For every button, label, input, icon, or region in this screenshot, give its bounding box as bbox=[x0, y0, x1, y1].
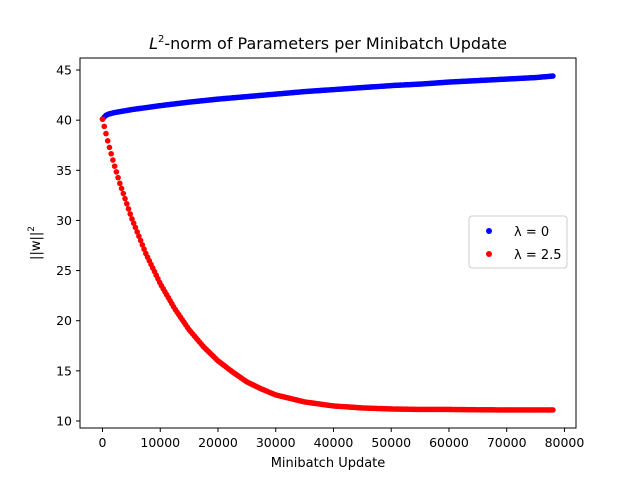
legend-marker-lambda-2-5 bbox=[486, 251, 492, 257]
plot-area bbox=[99, 73, 556, 413]
scatter-point bbox=[115, 174, 121, 181]
scatter-point bbox=[122, 195, 128, 202]
x-axis: 0 10000 20000 30000 40000 50000 60000 70000 8000… bbox=[99, 428, 585, 450]
scatter-point bbox=[550, 407, 556, 413]
legend-label-lambda-0: λ = 0 bbox=[514, 225, 549, 240]
y-tick-label: 25 bbox=[56, 263, 72, 278]
x-tick-label: 30000 bbox=[256, 435, 296, 450]
scatter-point bbox=[141, 246, 147, 252]
scatter-point bbox=[108, 150, 114, 157]
series-lambda-0 bbox=[99, 73, 556, 122]
x-tick-label: 70000 bbox=[487, 435, 527, 450]
scatter-point bbox=[130, 220, 137, 227]
y-tick-label: 20 bbox=[56, 313, 72, 328]
legend-marker-lambda-0 bbox=[486, 228, 492, 234]
scatter-point bbox=[118, 185, 125, 192]
legend-label-lambda-2-5: λ = 2.5 bbox=[514, 248, 562, 263]
scatter-point bbox=[104, 138, 111, 144]
scatter-point bbox=[129, 216, 135, 222]
scatter-point bbox=[136, 233, 142, 239]
scatter-point bbox=[113, 169, 120, 175]
scatter-point bbox=[103, 130, 109, 137]
scatter-point bbox=[137, 237, 144, 244]
scatter-point bbox=[123, 200, 130, 207]
x-tick-label: 80000 bbox=[545, 435, 585, 450]
y-tick-label: 40 bbox=[56, 113, 72, 128]
scatter-point bbox=[117, 180, 123, 187]
x-tick-label: 10000 bbox=[140, 435, 180, 450]
scatter-point bbox=[120, 190, 127, 197]
scatter-point bbox=[125, 206, 132, 212]
x-axis-label: Minibatch Update bbox=[271, 456, 386, 471]
y-tick-label: 35 bbox=[56, 163, 72, 178]
scatter-point bbox=[550, 73, 556, 79]
plot-frame bbox=[79, 57, 577, 429]
x-tick-label: 0 bbox=[99, 435, 107, 450]
scatter-point bbox=[101, 123, 108, 130]
scatter-point bbox=[139, 242, 146, 248]
y-axis-label: ||w||2 bbox=[27, 226, 44, 260]
y-tick-label: 30 bbox=[56, 213, 72, 228]
series-lambda-2-5 bbox=[99, 116, 556, 413]
scatter-point bbox=[110, 157, 116, 163]
y-tick-label: 15 bbox=[56, 363, 72, 378]
scatter-point bbox=[134, 229, 140, 235]
y-tick-label: 45 bbox=[56, 63, 72, 78]
y-axis: 10 15 20 25 30 35 40 45 bbox=[56, 63, 80, 428]
y-tick-label: 10 bbox=[56, 413, 72, 428]
x-tick-label: 20000 bbox=[198, 435, 238, 450]
scatter-point bbox=[99, 116, 106, 122]
x-tick-label: 40000 bbox=[314, 435, 354, 450]
legend: λ = 0 λ = 2.5 bbox=[468, 215, 568, 269]
scatter-point bbox=[132, 224, 139, 231]
scatter-point bbox=[106, 144, 113, 151]
scatter-point bbox=[127, 211, 134, 217]
scatter-point bbox=[111, 163, 118, 169]
legend-box bbox=[468, 215, 568, 269]
x-tick-label: 50000 bbox=[371, 435, 411, 450]
chart-title: L2-norm of Parameters per Minibatch Upda… bbox=[149, 34, 507, 53]
x-tick-label: 60000 bbox=[429, 435, 469, 450]
